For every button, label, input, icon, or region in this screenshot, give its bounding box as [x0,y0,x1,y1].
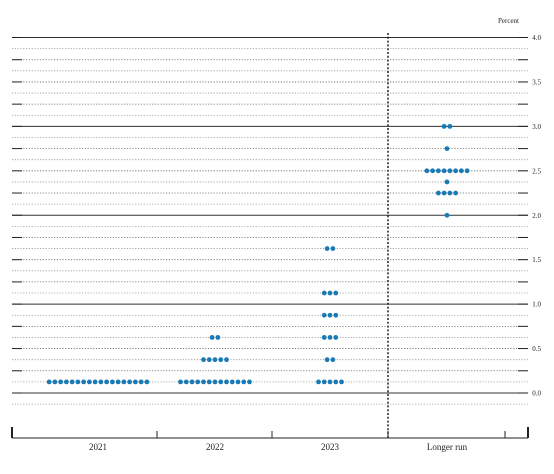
projection-dot [58,379,64,385]
projection-dot [144,379,150,385]
projection-dot [333,290,339,296]
x-category-label: 2022 [206,442,224,452]
projection-dot [212,357,218,363]
y-tick-label: 4.0 [532,34,541,42]
y-tick-label: 2.0 [532,212,541,220]
projection-dot [464,168,470,174]
projection-dot [183,379,189,385]
projection-dot [444,179,450,185]
projection-dot [321,290,327,296]
projection-dot [324,246,330,251]
projection-dot [104,379,110,385]
projection-dot [424,168,430,174]
projection-dot [98,379,104,385]
projection-dot [195,379,201,385]
labels: 0.0 0.5 1.0 1.5 2.0 2.5 3.0 3.5 4.0 Percent 2021 20… [89,17,542,452]
projection-dot [458,168,464,174]
projection-dot [209,335,215,340]
projection-dot [212,379,218,385]
projection-dot [435,168,441,174]
projection-dot [241,379,247,385]
projection-dot [321,379,327,385]
projection-dot [224,357,229,363]
projection-dot [127,379,133,385]
projection-dot [81,379,87,385]
gridlines [12,37,528,405]
projection-dot [86,379,92,385]
projection-dot [430,168,436,174]
projection-dot [178,379,183,385]
unit-label: Percent [498,17,519,25]
projection-dot [447,190,453,196]
projection-dot [229,379,235,385]
projection-dot [435,190,441,196]
projection-dot [52,379,58,385]
projection-dot [447,168,453,174]
projection-dot [206,357,212,363]
projection-dot [201,379,206,385]
projection-dot [333,312,339,318]
projection-dot [235,379,241,385]
projection-dot [447,123,453,129]
projection-dot [215,335,221,340]
y-tick-label: 3.0 [532,123,541,131]
y-tick-label: 0.5 [532,345,541,353]
projection-dot [206,379,212,385]
y-tick-label: 2.5 [532,167,541,175]
projection-dot [121,379,127,385]
projection-dot [333,379,339,385]
axes [11,33,529,439]
projection-dot [327,290,333,296]
projection-dot [189,379,195,385]
projection-dot [444,212,450,218]
projection-dot [441,123,447,129]
dots [46,123,470,385]
projection-dot [444,146,450,151]
projection-dot [218,357,224,363]
projection-dot [441,168,447,174]
projection-dot [321,312,327,318]
projection-dot [441,190,447,196]
projection-dot [330,357,336,363]
projection-dot [339,379,344,385]
y-tick-label: 0.0 [532,390,541,398]
projection-dot [92,379,98,385]
x-category-label: Longer run [427,442,468,452]
projection-dot [69,379,75,385]
projection-dot [453,190,459,196]
projection-dot [109,379,115,385]
projection-dot [132,379,138,385]
projection-dot [224,379,229,385]
projection-dot [327,335,333,340]
projection-dot [138,379,144,385]
projection-dot [327,312,333,318]
y-tick-label: 3.5 [532,78,541,86]
y-tick-label: 1.0 [532,301,541,309]
projection-dot [316,379,321,385]
projection-dot [201,357,206,363]
projection-dot [321,335,327,340]
x-category-label: 2023 [321,442,340,452]
projection-dot [75,379,81,385]
projection-dot [324,357,330,363]
projection-dot [327,379,333,385]
projection-dot [247,379,252,385]
projection-dot [453,168,459,174]
x-category-label: 2021 [89,442,107,452]
projection-dot [46,379,52,385]
projection-dot [218,379,224,385]
projection-dot [333,335,339,340]
projection-dot [63,379,69,385]
y-tick-label: 1.5 [532,256,541,264]
projection-dot [115,379,121,385]
projection-dot [330,246,336,251]
